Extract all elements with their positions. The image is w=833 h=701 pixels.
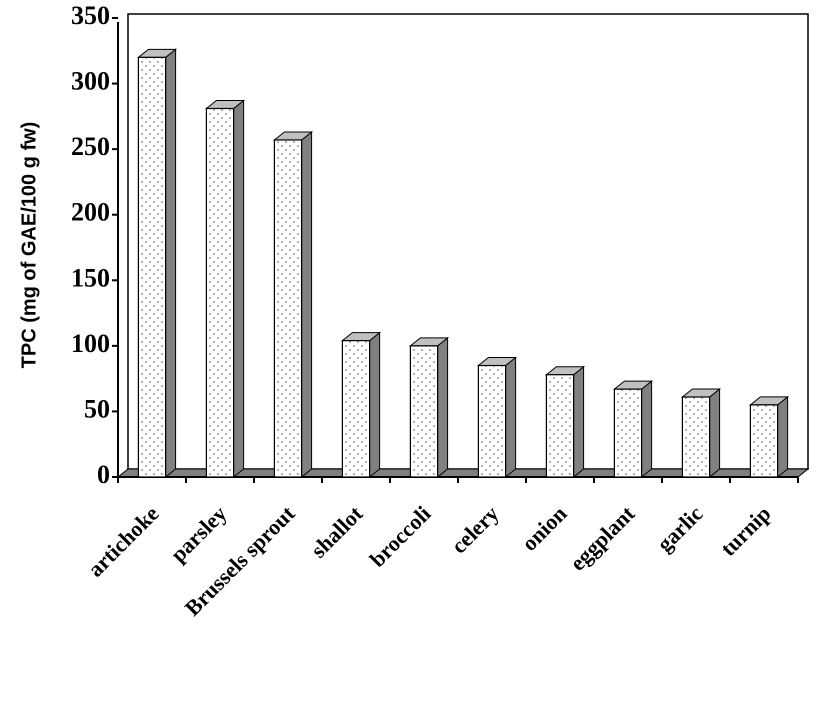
x-tick-label: artichoke <box>83 501 164 582</box>
bar-side <box>777 395 789 479</box>
x-tick-label: garlic <box>652 501 708 557</box>
bar <box>204 99 246 479</box>
y-tick-label: 200 <box>71 198 110 227</box>
bar-front <box>545 374 575 478</box>
bar-side <box>301 130 313 479</box>
bar <box>680 387 722 479</box>
bar <box>612 380 654 479</box>
y-tick-label: 100 <box>71 329 110 358</box>
y-axis-label: TPC (mg of GAE/100 g fw) <box>18 122 40 369</box>
bar-front <box>137 56 167 478</box>
y-tick-label: 50 <box>84 394 110 423</box>
x-tick-label: turnip <box>715 501 775 561</box>
y-tick-label: 250 <box>71 132 110 161</box>
bar <box>544 365 586 479</box>
bar <box>476 356 518 479</box>
y-tick-label: 350 <box>71 1 110 30</box>
y-tick-label: 0 <box>97 460 110 489</box>
bar-front <box>477 364 507 478</box>
x-tick-label: parsley <box>165 501 231 567</box>
x-tick-label: shallot <box>306 500 368 562</box>
bar-side <box>709 387 721 479</box>
bar-side <box>641 380 653 479</box>
bar-front <box>613 388 643 478</box>
x-tick-label: eggplant <box>565 500 640 575</box>
bar-side <box>233 99 245 479</box>
y-tick-label: 300 <box>71 67 110 96</box>
bar-front <box>341 340 371 478</box>
bar-side <box>369 331 381 479</box>
bar <box>748 395 790 479</box>
x-tick-label: onion <box>517 501 572 556</box>
bar <box>136 48 178 479</box>
bar-side <box>165 48 177 479</box>
x-tick-label: broccoli <box>365 501 436 572</box>
bar-side <box>505 356 517 479</box>
bar-side <box>573 365 585 479</box>
y-tick-label: 150 <box>71 263 110 292</box>
bar <box>272 130 314 479</box>
bar-front <box>273 139 303 478</box>
x-tick-label: celery <box>446 501 503 558</box>
bar-front <box>681 396 711 478</box>
bar-side <box>437 336 449 479</box>
bar <box>408 336 450 479</box>
bar-front <box>409 345 439 478</box>
bar-front <box>205 107 235 478</box>
bar <box>340 331 382 479</box>
bar-front <box>749 404 779 478</box>
